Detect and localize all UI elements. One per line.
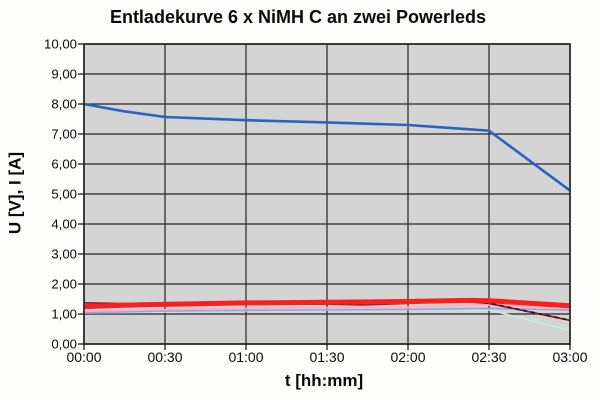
svg-text:01:30: 01:30 <box>309 349 344 365</box>
svg-text:6,00: 6,00 <box>51 157 77 172</box>
svg-text:9,00: 9,00 <box>51 67 77 82</box>
svg-text:8,00: 8,00 <box>51 97 77 112</box>
svg-text:00:00: 00:00 <box>66 349 101 365</box>
svg-text:5,00: 5,00 <box>51 187 77 202</box>
svg-text:4,00: 4,00 <box>51 217 77 232</box>
svg-text:2,00: 2,00 <box>51 277 77 292</box>
svg-text:00:30: 00:30 <box>147 349 182 365</box>
svg-text:0,00: 0,00 <box>51 337 77 352</box>
svg-text:t [hh:mm]: t [hh:mm] <box>285 371 363 390</box>
svg-text:1,00: 1,00 <box>51 307 77 322</box>
svg-text:7,00: 7,00 <box>51 127 77 142</box>
svg-text:Entladekurve 6 x NiMH C an zwe: Entladekurve 6 x NiMH C an zwei Powerled… <box>110 7 486 27</box>
svg-text:03:00: 03:00 <box>552 349 587 365</box>
svg-text:01:00: 01:00 <box>228 349 263 365</box>
svg-text:U [V], I [A]: U [V], I [A] <box>6 152 25 234</box>
svg-text:02:00: 02:00 <box>390 349 425 365</box>
svg-text:10,00: 10,00 <box>44 37 77 52</box>
svg-text:02:30: 02:30 <box>471 349 506 365</box>
svg-text:3,00: 3,00 <box>51 247 77 262</box>
